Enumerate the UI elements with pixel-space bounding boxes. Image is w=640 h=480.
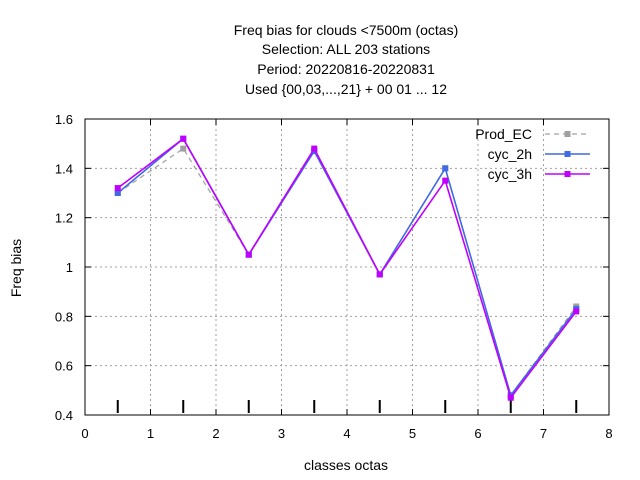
y-tick-label: 0.6 xyxy=(55,359,73,374)
legend: Prod_EC cyc_2h cyc_3h xyxy=(475,126,590,182)
x-tick-label: 4 xyxy=(343,426,350,441)
data-point-cyc_3h xyxy=(311,145,318,152)
data-point-cyc_3h xyxy=(573,308,580,315)
title-line-1: Freq bias for clouds <7500m (octas) xyxy=(234,22,459,38)
data-point-cyc_2h xyxy=(442,165,449,172)
legend-marker-Prod_EC xyxy=(564,131,571,137)
x-tick-label: 0 xyxy=(81,426,88,441)
grid xyxy=(85,119,609,415)
y-tick-label: 1.4 xyxy=(55,161,73,176)
data-point-cyc_3h xyxy=(180,135,187,142)
x-tick-label: 3 xyxy=(278,426,285,441)
axis-ticks: 0 1 2 3 4 5 6 7 8 0.4 0.6 0.8 1 1.2 1.4 1.6 xyxy=(55,112,613,441)
legend-label-Prod_EC: Prod_EC xyxy=(475,126,532,142)
plot-frame xyxy=(84,118,610,416)
data-point-Prod_EC xyxy=(180,145,187,152)
y-tick-label: 1.6 xyxy=(55,112,73,127)
y-tick-label: 0.4 xyxy=(55,408,73,423)
x-tick-label: 5 xyxy=(409,426,416,441)
x-tick-label: 7 xyxy=(540,426,547,441)
y-tick-label: 0.8 xyxy=(55,309,73,324)
title-line-3: Period: 20220816-20220831 xyxy=(257,61,435,77)
data-point-cyc_3h xyxy=(507,394,514,401)
series-line-cyc_3h xyxy=(117,137,577,400)
legend-marker-cyc_2h xyxy=(564,151,571,157)
legend-label-cyc_2h: cyc_2h xyxy=(488,146,532,162)
data-point-cyc_3h xyxy=(442,177,449,184)
title-line-4: Used {00,03,...,21} + 00 01 ... 12 xyxy=(245,81,447,97)
data-point-cyc_3h xyxy=(245,251,252,258)
series-layer xyxy=(114,135,580,401)
legend-label-cyc_3h: cyc_3h xyxy=(488,166,532,182)
x-tick-label: 8 xyxy=(605,426,612,441)
x-tick-label: 1 xyxy=(147,426,154,441)
x-axis-label: classes octas xyxy=(304,457,388,473)
data-point-cyc_2h xyxy=(114,190,121,196)
data-point-cyc_3h xyxy=(114,185,121,192)
y-axis-label: Freq bias xyxy=(8,239,24,297)
x-tick-label: 2 xyxy=(212,426,219,441)
chart-title: Freq bias for clouds <7500m (octas) Sele… xyxy=(234,22,459,97)
x-tick-label: 6 xyxy=(474,426,481,441)
legend-marker-cyc_3h xyxy=(564,171,571,177)
title-line-2: Selection: ALL 203 stations xyxy=(262,41,430,57)
y-tick-label: 1 xyxy=(66,260,73,275)
data-point-cyc_3h xyxy=(376,271,383,278)
y-tick-label: 1.2 xyxy=(55,211,73,226)
